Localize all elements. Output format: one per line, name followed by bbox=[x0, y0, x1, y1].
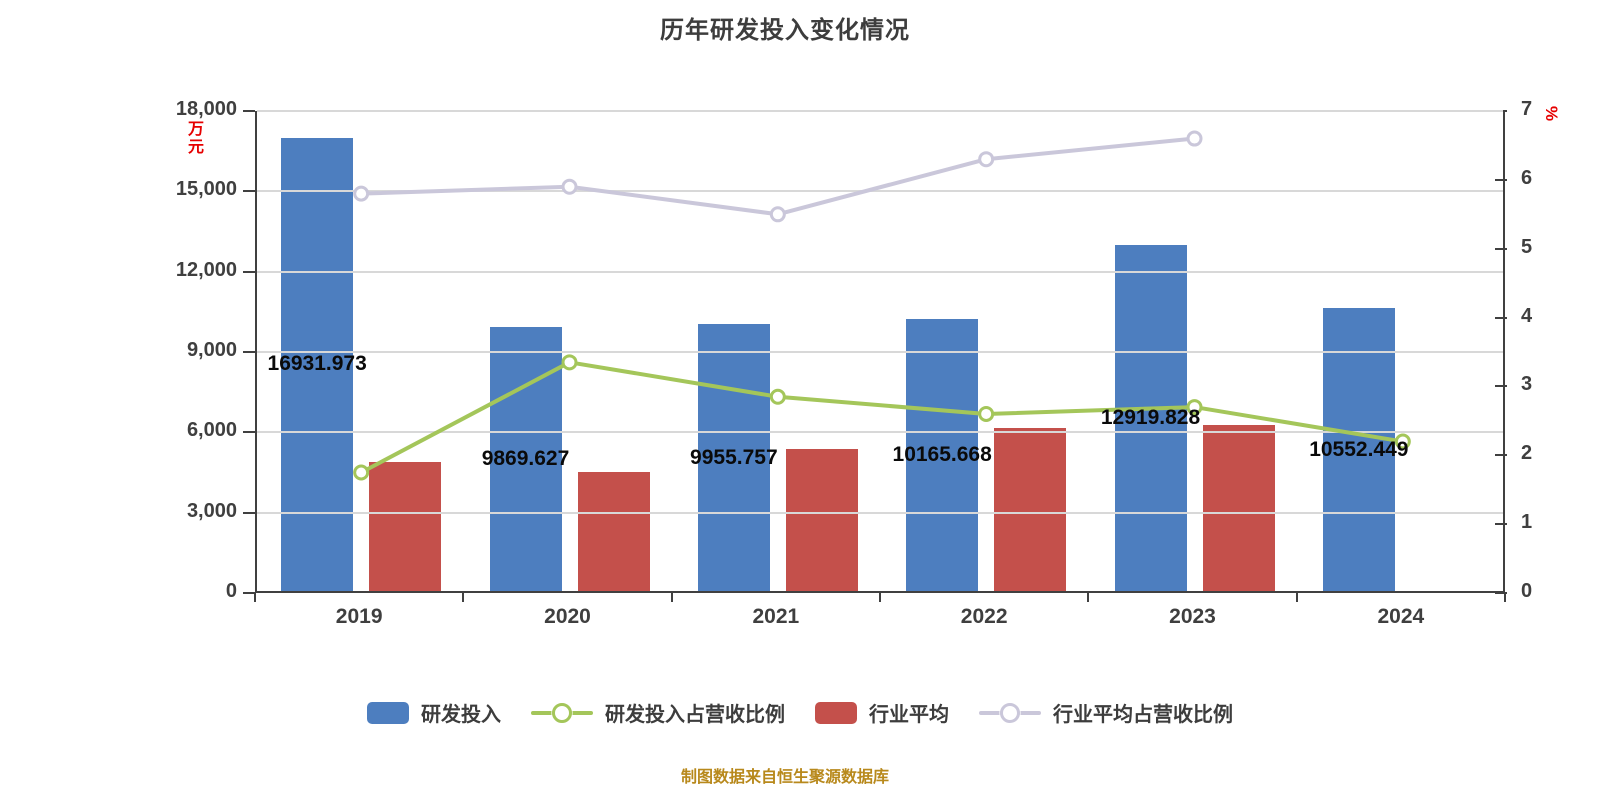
chart-title: 历年研发投入变化情况 bbox=[660, 17, 910, 44]
y-axis-left-tick bbox=[243, 351, 255, 353]
legend-label: 研发投入占营收比例 bbox=[605, 704, 785, 726]
line-marker bbox=[978, 151, 995, 168]
line-marker bbox=[769, 388, 786, 405]
legend-item-4: 行业平均占营收比例 bbox=[979, 698, 1233, 727]
x-axis-category-label: 2021 bbox=[752, 605, 800, 628]
industry-bar-2019 bbox=[369, 462, 442, 591]
line-marker bbox=[769, 206, 786, 223]
y-axis-left-tick-label: 12,000 bbox=[175, 258, 237, 281]
bar-label-layer: 16931.973 9869.627 9955.757 10165.668 12919.… bbox=[257, 111, 1503, 591]
line-marker bbox=[561, 178, 578, 195]
y-axis-right-tick-label: 0 bbox=[1521, 580, 1533, 602]
x-axis-tick bbox=[1295, 593, 1298, 602]
legend-item-1: 研发投入 bbox=[367, 698, 501, 727]
y-axis-right-tick-label: 6 bbox=[1521, 166, 1533, 189]
x-axis-category-label: 2022 bbox=[960, 605, 1008, 628]
y-axis-right-tick bbox=[1495, 385, 1507, 388]
industry-bar-2020 bbox=[577, 471, 650, 591]
y-axis-left-tick-label: 15,000 bbox=[175, 178, 237, 201]
x-axis-tick bbox=[254, 593, 256, 602]
line-marker bbox=[561, 354, 578, 371]
y-axis-left-tick bbox=[243, 431, 255, 434]
legend-label: 研发投入 bbox=[421, 704, 501, 726]
legend-line-marker bbox=[552, 702, 572, 723]
legend-label: 行业平均占营收比例 bbox=[1053, 704, 1233, 726]
x-axis-category-label: 2024 bbox=[1377, 605, 1425, 628]
x-axis-category-label: 2020 bbox=[544, 605, 591, 628]
industry-bar-2022 bbox=[994, 427, 1067, 591]
line-marker bbox=[353, 464, 370, 481]
bar-value-label: 9955.757 bbox=[690, 445, 778, 469]
line-marker bbox=[1186, 130, 1203, 147]
x-axis-category-label: 2019 bbox=[335, 605, 383, 628]
left-axis-unit-label: 万元 bbox=[185, 120, 202, 156]
plot-area: 16931.973 9869.627 9955.757 10165.668 12919.… bbox=[255, 110, 1505, 593]
y-axis-right-tick bbox=[1495, 592, 1507, 594]
bar-value-label: 9869.627 bbox=[481, 446, 570, 470]
y-axis-left-tick bbox=[243, 511, 255, 514]
y-axis-right-tick-label: 3 bbox=[1521, 373, 1533, 396]
legend-line-swatch bbox=[531, 702, 593, 724]
y-axis-right-tick bbox=[1495, 247, 1507, 250]
y-axis-left-tick bbox=[243, 592, 255, 594]
industry-bar-2023 bbox=[1202, 424, 1275, 591]
line-series-layer bbox=[353, 130, 1411, 481]
rd-bar-2019 bbox=[281, 137, 354, 591]
y-axis-left-tick-label: 9,000 bbox=[186, 339, 237, 361]
bar-value-label: 16931.973 bbox=[267, 352, 367, 376]
x-axis-tick bbox=[879, 593, 881, 602]
line-marker bbox=[1394, 433, 1411, 450]
y-axis-right-tick bbox=[1495, 316, 1507, 319]
legend-bar-swatch bbox=[815, 701, 857, 724]
line-marker bbox=[978, 405, 995, 422]
bar-value-label: 10552.449 bbox=[1309, 437, 1409, 461]
rd-bar-2022 bbox=[906, 318, 979, 591]
line-研发投入占营收比例 bbox=[360, 360, 1404, 475]
legend-label: 行业平均 bbox=[869, 704, 949, 726]
y-axis-right-tick bbox=[1495, 454, 1507, 457]
y-axis-right-tick-label: 4 bbox=[1521, 304, 1533, 327]
y-axis-right-tick bbox=[1495, 523, 1507, 526]
legend: 研发投入 研发投入占营收比例 行业平均 行业平均占营收比例 bbox=[0, 698, 1600, 727]
legend-line-marker bbox=[1000, 702, 1020, 723]
y-axis-left-tick-label: 0 bbox=[225, 580, 237, 602]
y-axis-right-tick bbox=[1495, 178, 1507, 181]
legend-line-swatch bbox=[979, 702, 1041, 724]
legend-item-2: 研发投入占营收比例 bbox=[531, 698, 785, 727]
right-axis-unit-label: % bbox=[1542, 106, 1561, 122]
line-marker bbox=[1186, 399, 1203, 416]
y-axis-left-tick-label: 3,000 bbox=[186, 499, 237, 522]
x-axis-tick bbox=[1087, 593, 1090, 602]
rd-bar-2024 bbox=[1322, 308, 1395, 591]
industry-bar-2021 bbox=[785, 449, 858, 591]
bar-series-layer bbox=[257, 111, 1503, 591]
x-axis-tick bbox=[670, 593, 673, 602]
legend-bar-swatch bbox=[367, 701, 409, 724]
x-axis-tick bbox=[462, 593, 465, 602]
y-axis-left-tick bbox=[243, 270, 255, 273]
y-axis-left-tick bbox=[243, 110, 255, 112]
y-axis-right-tick-label: 7 bbox=[1521, 98, 1533, 120]
y-axis-right-tick-label: 1 bbox=[1521, 511, 1533, 534]
y-axis-left-tick-label: 18,000 bbox=[175, 98, 237, 120]
source-note: 制图数据来自恒生聚源数据库 bbox=[680, 769, 889, 786]
rd-bar-2021 bbox=[697, 324, 770, 591]
rd-bar-2023 bbox=[1114, 245, 1187, 591]
x-axis-tick bbox=[1504, 593, 1506, 602]
y-axis-left-tick bbox=[243, 190, 255, 193]
y-axis-right-tick-label: 5 bbox=[1521, 235, 1533, 258]
x-axis-category-label: 2023 bbox=[1169, 605, 1216, 628]
legend-item-3: 行业平均 bbox=[815, 698, 949, 727]
bar-value-label: 12919.828 bbox=[1100, 406, 1201, 430]
y-axis-right-tick-label: 2 bbox=[1521, 442, 1533, 465]
y-axis-left-tick-label: 6,000 bbox=[186, 419, 237, 442]
bar-value-label: 10165.668 bbox=[892, 442, 992, 466]
